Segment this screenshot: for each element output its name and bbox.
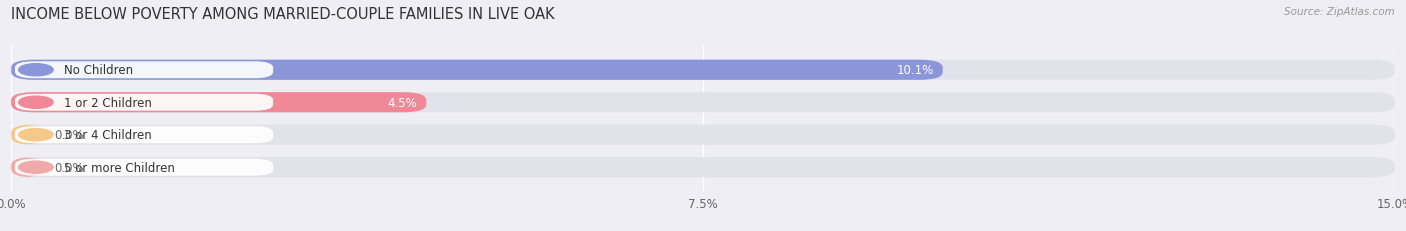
Text: 5 or more Children: 5 or more Children (65, 161, 176, 174)
Circle shape (18, 64, 53, 76)
FancyBboxPatch shape (11, 61, 1395, 80)
FancyBboxPatch shape (11, 125, 1395, 145)
Text: No Children: No Children (65, 64, 134, 77)
Text: Source: ZipAtlas.com: Source: ZipAtlas.com (1284, 7, 1395, 17)
FancyBboxPatch shape (11, 61, 943, 80)
Text: 4.5%: 4.5% (387, 96, 418, 109)
FancyBboxPatch shape (15, 62, 273, 79)
FancyBboxPatch shape (15, 94, 273, 111)
Text: 0.0%: 0.0% (55, 129, 84, 142)
Text: 0.0%: 0.0% (55, 161, 84, 174)
FancyBboxPatch shape (15, 127, 273, 143)
FancyBboxPatch shape (11, 158, 1395, 177)
FancyBboxPatch shape (11, 125, 44, 145)
Text: INCOME BELOW POVERTY AMONG MARRIED-COUPLE FAMILIES IN LIVE OAK: INCOME BELOW POVERTY AMONG MARRIED-COUPL… (11, 7, 555, 22)
Circle shape (18, 129, 53, 141)
FancyBboxPatch shape (15, 159, 273, 176)
Text: 10.1%: 10.1% (897, 64, 934, 77)
FancyBboxPatch shape (11, 158, 44, 177)
Text: 1 or 2 Children: 1 or 2 Children (65, 96, 152, 109)
Circle shape (18, 161, 53, 173)
FancyBboxPatch shape (11, 93, 426, 113)
Text: 3 or 4 Children: 3 or 4 Children (65, 129, 152, 142)
FancyBboxPatch shape (11, 93, 1395, 113)
Circle shape (18, 97, 53, 109)
